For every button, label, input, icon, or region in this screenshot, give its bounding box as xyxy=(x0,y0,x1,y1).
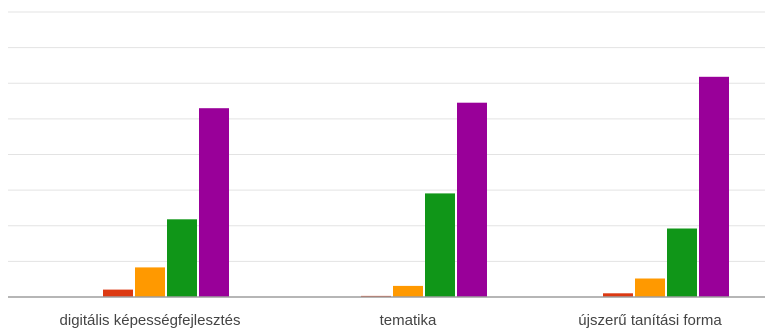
bar xyxy=(167,219,197,297)
x-tick-label: újszerű tanítási forma xyxy=(578,312,722,329)
bar xyxy=(667,228,697,297)
bar xyxy=(135,267,165,297)
bars xyxy=(103,76,729,297)
bar xyxy=(603,293,633,297)
bar xyxy=(635,278,665,297)
bar xyxy=(199,108,229,297)
x-tick-label: digitális képességfejlesztés xyxy=(60,312,241,329)
x-tick-label: tematika xyxy=(380,312,437,329)
gridlines xyxy=(8,11,765,262)
bar xyxy=(457,102,487,297)
bar xyxy=(699,76,729,297)
bar xyxy=(103,289,133,297)
bar xyxy=(393,285,423,297)
bar xyxy=(425,193,455,297)
x-axis-tick-labels: digitális képességfejlesztés tematika újsz… xyxy=(60,312,723,329)
